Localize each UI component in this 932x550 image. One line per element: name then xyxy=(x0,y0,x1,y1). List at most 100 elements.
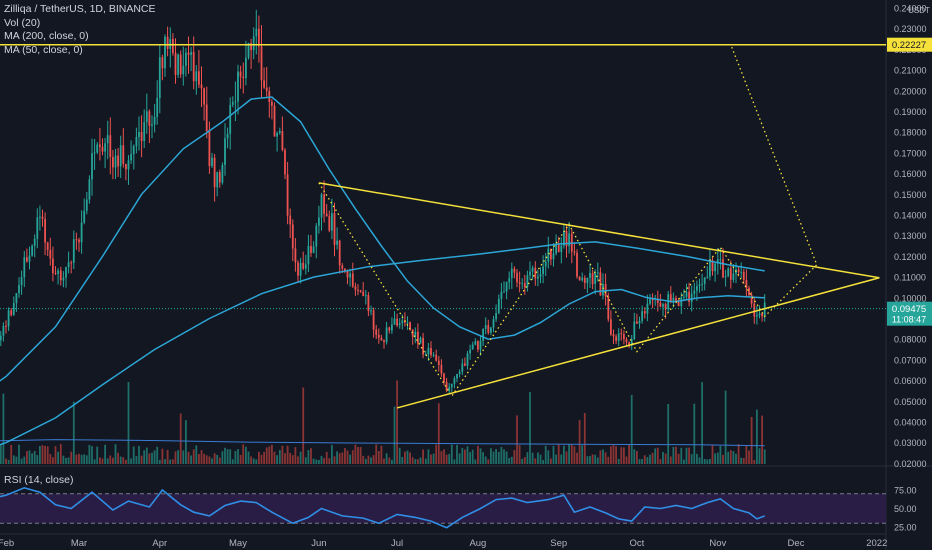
candle-body xyxy=(414,331,417,337)
volume-bar xyxy=(523,457,526,464)
volume-bar xyxy=(604,452,607,464)
ma200-line[interactable] xyxy=(0,241,765,459)
candle-body xyxy=(156,98,159,117)
candle-body xyxy=(377,334,380,338)
volume-bar xyxy=(380,445,383,464)
volume-bar xyxy=(351,450,354,464)
volume-bar xyxy=(711,445,714,464)
candle-body xyxy=(706,276,709,278)
price-tick-label: 0.23000 xyxy=(894,24,927,34)
legend-rsi[interactable]: RSI (14, close) xyxy=(4,474,74,486)
volume-bar xyxy=(602,449,604,464)
volume-bar xyxy=(544,445,547,464)
candle-body xyxy=(563,230,565,246)
candle-body xyxy=(391,324,393,331)
volume-bar xyxy=(70,451,73,464)
volume-bar xyxy=(224,447,226,464)
candle-body xyxy=(510,268,513,279)
candle-body xyxy=(336,240,338,245)
candle-body xyxy=(239,71,242,77)
candle-body xyxy=(500,291,503,299)
volume-bar xyxy=(662,452,664,464)
price-tick-label: 0.14000 xyxy=(894,211,927,221)
volume-bar xyxy=(432,453,435,464)
volume-bar xyxy=(599,450,602,464)
volume-bar xyxy=(318,460,320,464)
volume-bar xyxy=(271,444,273,464)
candle-body xyxy=(255,28,258,37)
volume-bar xyxy=(33,451,36,464)
volume-bar xyxy=(464,449,466,464)
last-price-label: 0.09475 xyxy=(892,304,926,315)
candle-body xyxy=(276,132,278,137)
candle-body xyxy=(401,320,404,324)
ma50-line[interactable] xyxy=(0,96,765,412)
volume-ma-line xyxy=(0,439,765,447)
volume-bar xyxy=(722,454,724,464)
volume-bar xyxy=(237,449,239,464)
price-tick-label: 0.10000 xyxy=(894,293,927,303)
volume-bar xyxy=(203,453,205,464)
volume-bar xyxy=(458,453,461,464)
candle-body xyxy=(242,76,245,79)
volume-bar xyxy=(205,455,208,464)
legend-ma200[interactable]: MA (200, close, 0) xyxy=(4,30,89,42)
candle-body xyxy=(518,282,521,284)
candle-body xyxy=(172,38,174,53)
rsi-line[interactable] xyxy=(0,486,765,529)
candle-body xyxy=(716,259,719,264)
time-tick-label: Apr xyxy=(152,538,167,549)
volume-bar xyxy=(161,448,164,464)
candle-body xyxy=(620,333,623,335)
volume-bar xyxy=(28,450,31,464)
volume-bar xyxy=(646,457,649,464)
volume-bar xyxy=(487,459,490,464)
candle-body xyxy=(737,269,740,273)
price-candles xyxy=(0,9,766,395)
volume-bar xyxy=(190,455,192,464)
candle-body xyxy=(435,354,438,361)
candle-body xyxy=(104,143,106,152)
volume-bar xyxy=(391,459,393,464)
volume-bar xyxy=(636,451,638,464)
volume-bar xyxy=(471,449,474,464)
volume-bar xyxy=(696,453,698,464)
volume-bar xyxy=(756,409,758,464)
price-tick-label: 0.17000 xyxy=(894,148,927,158)
volume-bar xyxy=(698,457,701,464)
candle-body xyxy=(602,283,604,296)
price-axis[interactable]: USDT0.240000.230000.220000.210000.200000… xyxy=(894,4,930,469)
candle-body xyxy=(289,215,292,225)
candle-body xyxy=(393,318,396,325)
volume-bar xyxy=(758,448,761,464)
volume-bar xyxy=(404,451,406,464)
candle-body xyxy=(344,268,346,271)
volume-bar xyxy=(727,451,730,464)
candle-body xyxy=(612,334,615,337)
volume-bar xyxy=(508,458,511,464)
volume-bar xyxy=(93,459,96,464)
candle-body xyxy=(349,273,351,278)
legend-volume[interactable]: Vol (20) xyxy=(4,16,41,29)
volume-bar xyxy=(417,459,419,464)
time-axis[interactable]: Feb Mar Apr May Jun Jul Aug Sep Oct Nov Dec 2022 xyxy=(0,538,887,549)
triangle-upper-trendline[interactable] xyxy=(318,182,880,279)
candle-body xyxy=(555,244,557,254)
volume-bar xyxy=(291,455,294,464)
candle-body xyxy=(537,276,539,279)
legend-symbol[interactable]: Zilliqa / TetherUS, 1D, BINANCE xyxy=(4,3,156,15)
volume-bar xyxy=(377,451,380,464)
candle-body xyxy=(247,43,250,58)
candle-body xyxy=(151,124,153,126)
triangle-lower-trendline[interactable] xyxy=(396,276,880,409)
candle-body xyxy=(284,149,286,175)
candle-body xyxy=(299,262,302,276)
candle-body xyxy=(221,164,224,183)
legend-ma50[interactable]: MA (50, close, 0) xyxy=(4,43,83,56)
candle-body xyxy=(229,104,232,134)
volume-bar xyxy=(591,454,594,464)
volume-bar xyxy=(393,406,396,464)
candle-body xyxy=(383,340,385,343)
candle-body xyxy=(291,224,294,249)
